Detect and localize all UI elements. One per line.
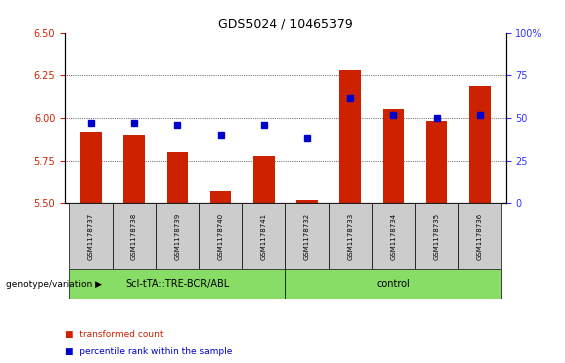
Bar (69, 269, 285, 299)
Bar (372, 203, 415, 269)
Bar (328, 203, 372, 269)
Bar (340, 70, 361, 203)
Text: GSM1178733: GSM1178733 (347, 212, 353, 260)
Bar (80, 132, 102, 203)
Bar (69, 203, 112, 269)
Text: control: control (376, 279, 410, 289)
Bar (210, 191, 231, 203)
Bar (242, 203, 285, 269)
Bar (199, 203, 242, 269)
Bar (112, 203, 156, 269)
Text: ■  transformed count: ■ transformed count (65, 330, 163, 339)
Text: GSM1178737: GSM1178737 (88, 212, 94, 260)
Bar (426, 121, 447, 203)
Bar (167, 152, 188, 203)
Bar (285, 269, 501, 299)
Text: GSM1178739: GSM1178739 (175, 212, 180, 260)
Text: ■  percentile rank within the sample: ■ percentile rank within the sample (65, 347, 232, 356)
Text: GSM1178735: GSM1178735 (433, 212, 440, 260)
Bar (296, 200, 318, 203)
Bar (253, 155, 275, 203)
Text: genotype/variation ▶: genotype/variation ▶ (6, 280, 102, 289)
Bar (285, 203, 328, 269)
Bar (156, 203, 199, 269)
Title: GDS5024 / 10465379: GDS5024 / 10465379 (218, 17, 353, 30)
Bar (458, 203, 501, 269)
Text: GSM1178734: GSM1178734 (390, 212, 396, 260)
Bar (415, 203, 458, 269)
Text: GSM1178738: GSM1178738 (131, 212, 137, 260)
Text: GSM1178732: GSM1178732 (304, 212, 310, 260)
Bar (123, 135, 145, 203)
Text: GSM1178741: GSM1178741 (260, 212, 267, 260)
Bar (469, 86, 490, 203)
Text: ScI-tTA::TRE-BCR/ABL: ScI-tTA::TRE-BCR/ABL (125, 279, 229, 289)
Text: GSM1178740: GSM1178740 (218, 212, 224, 260)
Bar (383, 110, 404, 203)
Text: GSM1178736: GSM1178736 (477, 212, 483, 260)
